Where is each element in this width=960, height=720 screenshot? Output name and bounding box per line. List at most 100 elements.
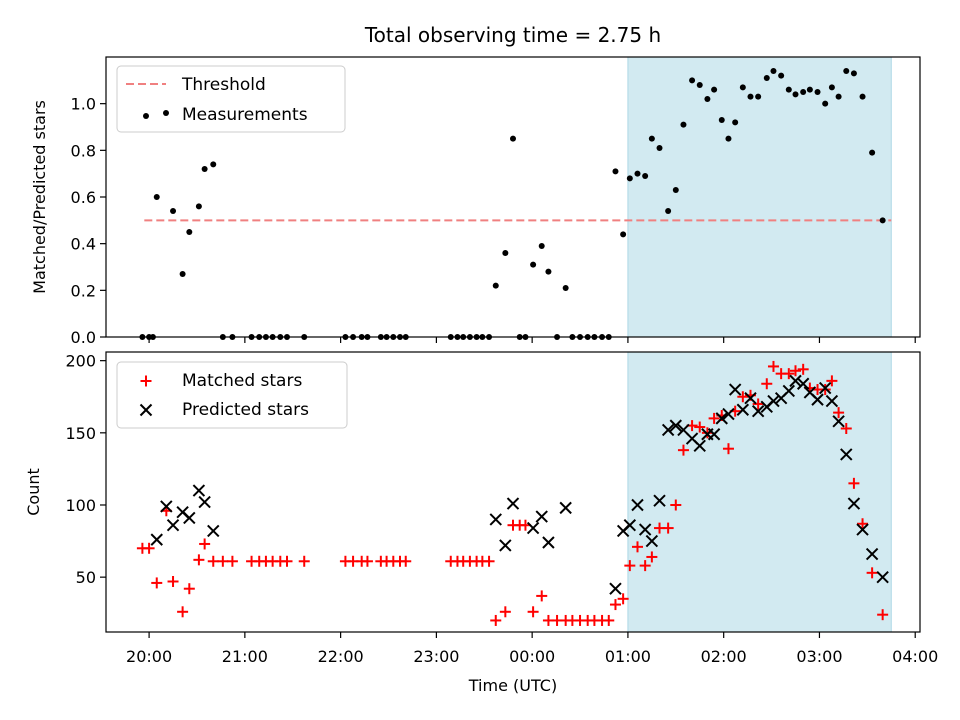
legend-predicted-label: Predicted stars bbox=[182, 400, 309, 420]
measurement-point-61 bbox=[689, 77, 696, 84]
top-ytick-label-5: 1.0 bbox=[71, 95, 96, 114]
predicted-star-point-30 bbox=[722, 407, 735, 421]
matched-star-point-27 bbox=[400, 555, 412, 567]
matched-star-point-54 bbox=[631, 541, 643, 553]
measurement-point-63 bbox=[704, 96, 711, 102]
predicted-star-point-17 bbox=[623, 518, 637, 532]
bottom-observing-window bbox=[627, 351, 892, 633]
predicted-star-point-38 bbox=[782, 384, 796, 398]
predicted-star-d2 bbox=[669, 419, 683, 432]
predicted-star-point-12 bbox=[535, 510, 548, 523]
predicted-star-d2 bbox=[803, 386, 817, 399]
top-ytick-label-1: 0.2 bbox=[71, 281, 96, 300]
matched-star-point-83 bbox=[848, 477, 860, 489]
measurement-point-71 bbox=[763, 75, 770, 81]
measurement-point-70 bbox=[755, 93, 762, 100]
measurement-point-55 bbox=[642, 173, 649, 179]
measurement-point-54 bbox=[634, 170, 641, 177]
measurement-point-41 bbox=[538, 243, 545, 249]
predicted-star-d2 bbox=[744, 391, 757, 405]
measurement-point-64 bbox=[711, 86, 718, 93]
predicted-star-point-44 bbox=[825, 394, 839, 408]
measurement-point-81 bbox=[835, 93, 842, 100]
bottom-ytick-label-1: 100 bbox=[65, 496, 96, 515]
predicted-star-point-45 bbox=[832, 415, 845, 428]
predicted-star-d2 bbox=[542, 536, 555, 549]
predicted-star-point-13 bbox=[542, 536, 555, 549]
predicted-star-point-14 bbox=[559, 501, 572, 515]
matched-star-point-68 bbox=[737, 391, 749, 403]
predicted-star-d2 bbox=[865, 547, 879, 561]
predicted-star-d2 bbox=[166, 518, 180, 532]
measurement-point-51 bbox=[612, 168, 619, 175]
predicted-star-point-9 bbox=[499, 539, 512, 552]
matched-star-point-56 bbox=[646, 551, 658, 563]
matched-star-point-64 bbox=[708, 412, 720, 424]
predicted-star-d2 bbox=[645, 534, 659, 548]
predicted-star-point-36 bbox=[767, 394, 780, 408]
top-legend: Threshold Measurements bbox=[116, 65, 346, 133]
bottom-xtick-label-2: 22:00 bbox=[318, 647, 364, 666]
bottom-xtick-label-8: 04:00 bbox=[892, 647, 938, 666]
predicted-star-point-42 bbox=[811, 393, 824, 406]
matched-star-point-6 bbox=[183, 583, 195, 595]
predicted-star-point-33 bbox=[744, 391, 757, 405]
bottom-ytick-label-0: 50 bbox=[76, 568, 96, 587]
matched-star-point-9 bbox=[207, 555, 219, 567]
measurement-point-82 bbox=[843, 68, 850, 74]
predicted-star-point-39 bbox=[789, 374, 802, 388]
matched-star-point-1 bbox=[143, 542, 155, 554]
predicted-star-point-31 bbox=[728, 383, 742, 396]
predicted-star-d2 bbox=[847, 497, 861, 510]
measurement-point-42 bbox=[545, 268, 552, 275]
predicted-star-d2 bbox=[685, 432, 699, 445]
top-observing-window bbox=[627, 56, 892, 338]
predicted-star-point-20 bbox=[645, 534, 659, 548]
legend-matched-label: Matched stars bbox=[182, 371, 302, 391]
measurement-point-58 bbox=[665, 208, 672, 214]
measurement-point-6 bbox=[186, 229, 193, 235]
matched-star-point-52 bbox=[617, 593, 629, 605]
bottom-xtick-label-5: 01:00 bbox=[605, 647, 651, 666]
predicted-star-point-47 bbox=[847, 497, 861, 510]
measurement-point-75 bbox=[792, 91, 799, 98]
predicted-star-d2 bbox=[183, 511, 196, 525]
matched-star-point-40 bbox=[527, 606, 539, 618]
measurement-point-52 bbox=[620, 231, 627, 238]
matched-star-point-55 bbox=[639, 560, 651, 572]
measurement-point-5 bbox=[179, 271, 186, 277]
predicted-star-d2 bbox=[811, 393, 824, 406]
predicted-star-d2 bbox=[623, 518, 637, 532]
matched-star-point-18 bbox=[298, 555, 310, 567]
predicted-star-d2 bbox=[722, 407, 735, 421]
top-ytick-label-0: 0.0 bbox=[71, 328, 96, 347]
bottom-xtick-label-6: 02:00 bbox=[701, 647, 747, 666]
measurement-point-76 bbox=[800, 89, 807, 95]
matched-star-point-10 bbox=[217, 555, 229, 567]
matched-star-point-4 bbox=[167, 575, 179, 587]
top-legend-box bbox=[116, 65, 346, 133]
measurement-point-60 bbox=[680, 121, 687, 128]
measurement-point-77 bbox=[806, 86, 813, 93]
top-panel: 0.0 0.2 0.4 0.6 0.8 1.0 Threshold Measurements bbox=[71, 56, 921, 347]
measurement-point-35 bbox=[492, 282, 499, 289]
measurement-point-83 bbox=[850, 70, 857, 77]
measurement-point-66 bbox=[725, 135, 732, 142]
measurement-point-7 bbox=[195, 203, 202, 210]
predicted-star-point-19 bbox=[638, 523, 652, 536]
predicted-star-point-11 bbox=[526, 521, 540, 535]
matched-star-point-71 bbox=[761, 378, 773, 390]
legend-predicted-swatch-d2 bbox=[139, 403, 153, 417]
matched-star-point-2 bbox=[151, 577, 163, 589]
measurement-point-79 bbox=[822, 100, 829, 107]
predicted-star-d2 bbox=[499, 539, 512, 552]
chart-title: Total observing time = 2.75 h bbox=[364, 23, 661, 47]
measurement-point-65 bbox=[718, 117, 725, 123]
predicted-star-d2 bbox=[751, 404, 765, 418]
predicted-star-point-18 bbox=[631, 498, 644, 512]
measurement-point-57 bbox=[656, 145, 663, 151]
matched-star-point-11 bbox=[226, 555, 238, 567]
predicted-star-d2 bbox=[207, 524, 220, 538]
matched-star-point-70 bbox=[752, 398, 764, 410]
